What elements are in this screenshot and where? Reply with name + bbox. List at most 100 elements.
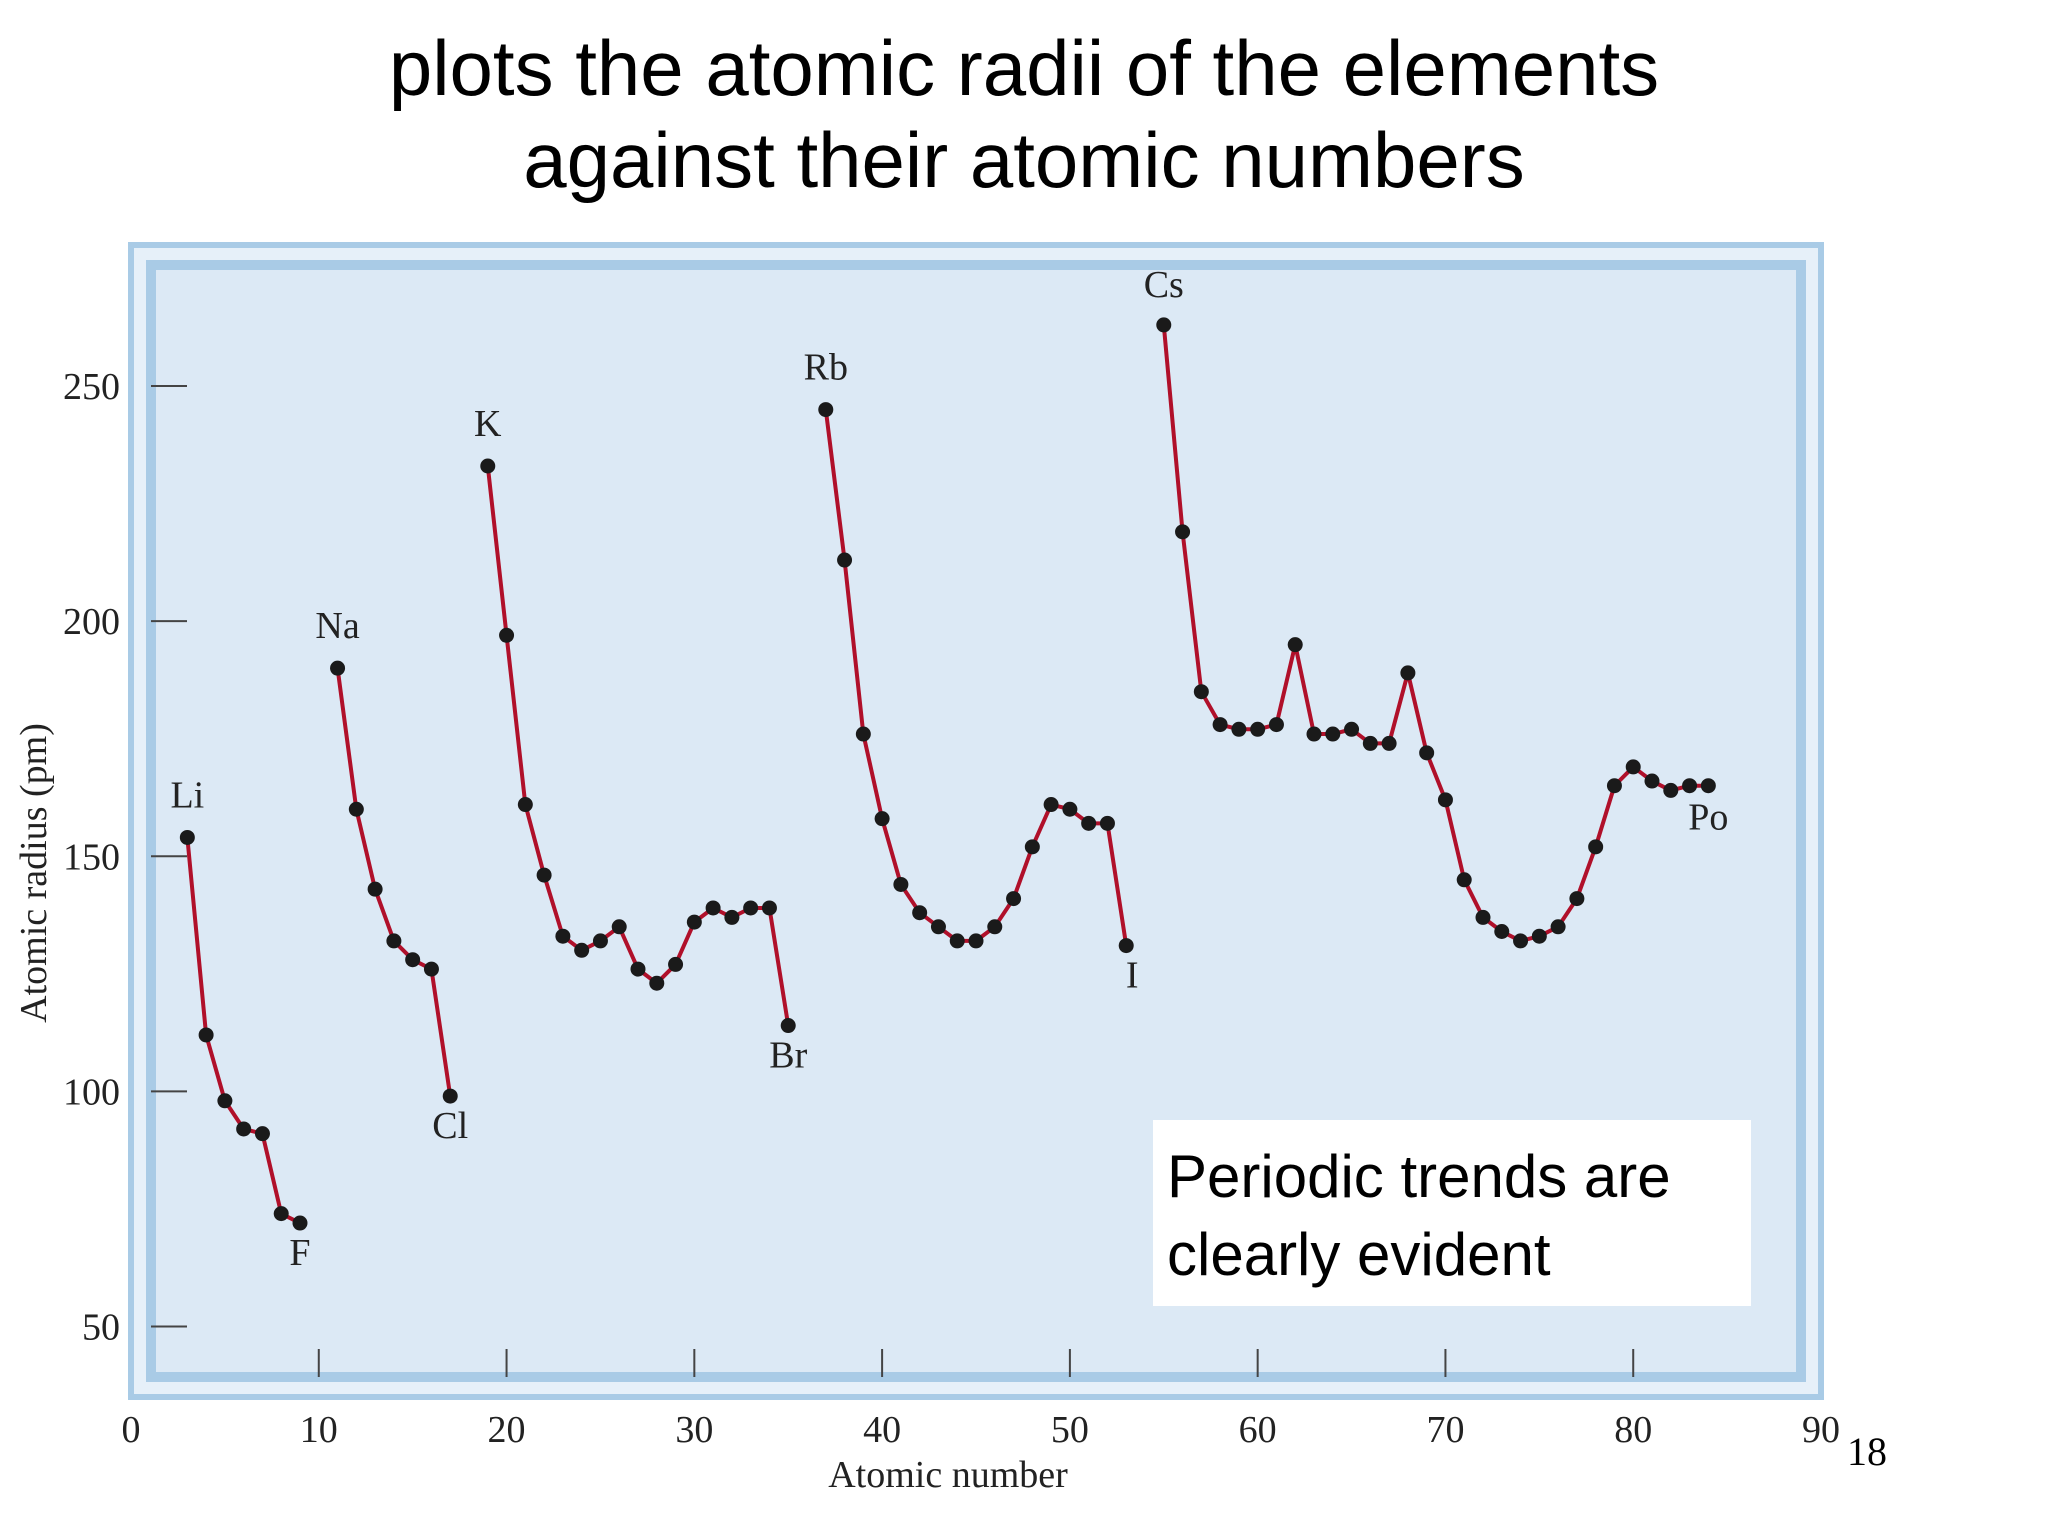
data-point	[348, 801, 364, 817]
element-label-br: Br	[769, 1035, 807, 1077]
data-point	[780, 1018, 796, 1034]
x-tick-label: 0	[122, 1409, 141, 1451]
x-tick-label: 40	[863, 1409, 901, 1451]
data-point	[1062, 801, 1078, 817]
data-point	[686, 914, 702, 930]
callout-line-2: clearly evident	[1167, 1221, 1551, 1288]
callout-box: Periodic trends are clearly evident	[1153, 1120, 1751, 1306]
element-label-k: K	[474, 403, 502, 445]
data-point	[386, 933, 402, 949]
x-tick-label: 90	[1802, 1409, 1840, 1451]
element-label-rb: Rb	[804, 347, 848, 389]
data-point	[1644, 773, 1660, 789]
annotation-layer: Li F Na Cl K Br Rb I Cs Po	[170, 264, 1728, 1274]
data-point	[1588, 839, 1604, 855]
data-point	[1024, 839, 1040, 855]
data-point	[1682, 778, 1698, 794]
data-point	[217, 1093, 233, 1109]
x-tick-label: 20	[488, 1409, 526, 1451]
data-point	[236, 1121, 252, 1137]
slide-title: plots the atomic radii of the elements a…	[0, 22, 2048, 206]
x-axis: 0 10 20 30 40 50 60 70 80 90	[122, 1349, 1840, 1451]
data-point	[1006, 891, 1022, 907]
data-point	[1081, 815, 1097, 831]
y-tick-label: 250	[63, 366, 120, 408]
element-label-cl: Cl	[432, 1105, 468, 1147]
marker-layer	[179, 317, 1716, 1231]
data-point	[1362, 735, 1378, 751]
callout-line-1: Periodic trends are	[1167, 1143, 1671, 1210]
y-tick-label: 200	[63, 601, 120, 643]
element-label-i: I	[1126, 955, 1139, 997]
data-point	[1700, 778, 1716, 794]
data-point	[874, 811, 890, 827]
data-point	[292, 1215, 308, 1231]
element-label-po: Po	[1688, 797, 1728, 839]
data-point	[517, 797, 533, 813]
y-tick-label: 100	[63, 1071, 120, 1113]
element-label-li: Li	[170, 774, 204, 816]
data-point	[1419, 745, 1435, 761]
data-point	[818, 402, 834, 418]
data-point	[611, 919, 627, 935]
element-label-na: Na	[315, 605, 359, 647]
x-tick-label: 70	[1426, 1409, 1464, 1451]
data-point	[761, 900, 777, 916]
slide-title-line-1: plots the atomic radii of the elements	[388, 24, 1660, 112]
y-axis: 50 100 150 200 250	[63, 366, 187, 1348]
data-point	[1231, 721, 1247, 737]
data-point	[630, 961, 646, 977]
data-point	[273, 1206, 289, 1222]
x-tick-label: 30	[675, 1409, 713, 1451]
data-point	[1606, 778, 1622, 794]
data-point	[1043, 797, 1059, 813]
slide-title-line-2: against their atomic numbers	[523, 116, 1525, 204]
data-point	[254, 1126, 270, 1142]
data-point	[1475, 909, 1491, 925]
data-point	[499, 627, 515, 643]
element-label-cs: Cs	[1144, 264, 1184, 306]
data-point	[649, 975, 665, 991]
y-tick-label: 50	[82, 1306, 120, 1348]
data-point	[1456, 872, 1472, 888]
data-point	[555, 928, 571, 944]
data-point	[893, 876, 909, 892]
data-point	[1494, 923, 1510, 939]
data-point	[1250, 721, 1266, 737]
data-point	[1175, 524, 1191, 540]
element-label-f: F	[289, 1232, 310, 1274]
data-point	[987, 919, 1003, 935]
data-point	[1437, 792, 1453, 808]
data-point	[1344, 721, 1360, 737]
data-point	[743, 900, 759, 916]
data-point	[1156, 317, 1172, 333]
data-point	[949, 933, 965, 949]
data-point	[1118, 938, 1134, 954]
x-tick-label: 50	[1051, 1409, 1089, 1451]
data-point	[574, 942, 590, 958]
data-point	[442, 1088, 458, 1104]
data-point	[1099, 815, 1115, 831]
data-point	[330, 660, 346, 676]
data-point	[1268, 717, 1284, 733]
data-point	[592, 933, 608, 949]
x-tick-label: 60	[1239, 1409, 1277, 1451]
data-point	[705, 900, 721, 916]
data-point	[536, 867, 552, 883]
data-point	[1569, 891, 1585, 907]
data-point	[1400, 665, 1416, 681]
data-point	[1625, 759, 1641, 775]
data-point	[179, 829, 195, 845]
data-point	[1513, 933, 1529, 949]
data-point	[837, 552, 853, 568]
data-point	[968, 933, 984, 949]
data-point	[855, 726, 871, 742]
data-point	[423, 961, 439, 977]
x-tick-label: 10	[300, 1409, 338, 1451]
data-point	[668, 956, 684, 972]
data-point	[405, 952, 421, 968]
data-point	[1381, 735, 1397, 751]
data-point	[930, 919, 946, 935]
data-point	[1212, 717, 1228, 733]
y-axis-label: Atomic radius (pm)	[13, 723, 55, 1023]
